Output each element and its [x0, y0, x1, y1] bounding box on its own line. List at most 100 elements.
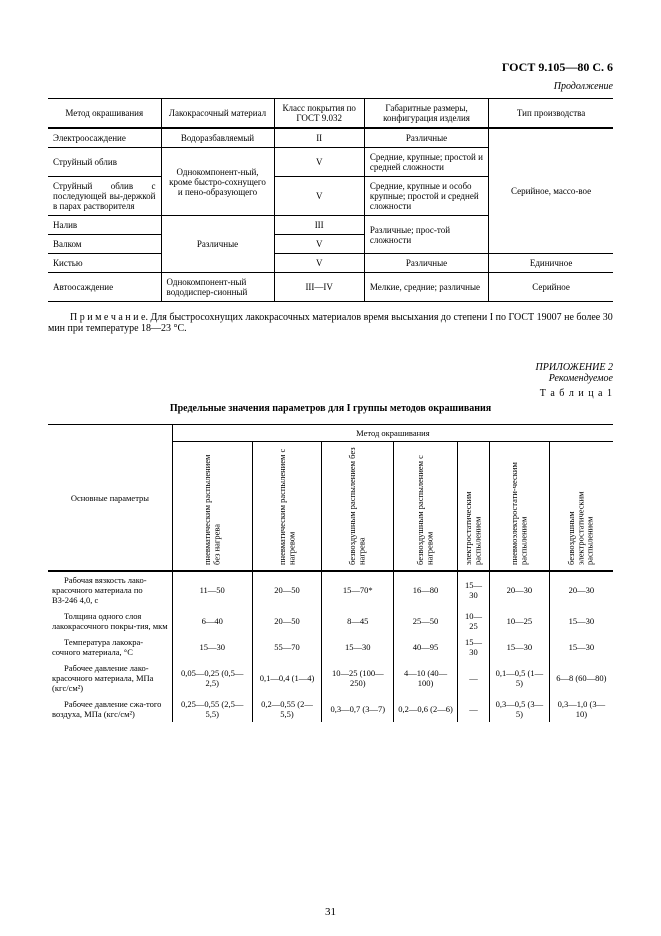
- cell: Различные: [364, 254, 488, 273]
- cell: Однокомпонент-ный вододиспер-сионный: [161, 273, 274, 302]
- value-cell: 20—30: [490, 571, 550, 608]
- cell: III: [274, 216, 364, 235]
- param-cell: Температура лакокра-сочного материала, °…: [48, 634, 172, 660]
- cell: Налив: [48, 216, 161, 235]
- cell: Единичное: [489, 254, 613, 273]
- cell: Различные: [364, 128, 488, 148]
- recommended-label: Рекомендуемое: [48, 373, 613, 384]
- value-cell: 15—30: [457, 571, 489, 608]
- t1-h3: Класс покрытия по ГОСТ 9.032: [274, 99, 364, 129]
- value-cell: 6—40: [172, 608, 252, 634]
- t1-h2: Лакокрасочный материал: [161, 99, 274, 129]
- value-cell: 15—30: [172, 634, 252, 660]
- table-row: Электроосаждение Водоразбавляемый II Раз…: [48, 128, 613, 148]
- value-cell: 15—30: [549, 634, 613, 660]
- doc-header: ГОСТ 9.105—80 С. 6: [48, 60, 613, 75]
- param-cell: Толщина одного слоя лакокрасочного покры…: [48, 608, 172, 634]
- t2-col-4: электростатическим распылением: [457, 442, 489, 572]
- cell: Различные; прос-той сложности: [364, 216, 488, 254]
- value-cell: 16—80: [394, 571, 458, 608]
- table-number: Т а б л и ц а 1: [48, 388, 613, 399]
- value-cell: 0,05—0,25 (0,5—2,5): [172, 660, 252, 696]
- cell: V: [274, 235, 364, 254]
- t2-param-header: Основные параметры: [48, 425, 172, 572]
- cell: Мелкие, средние; различные: [364, 273, 488, 302]
- appendix-label: ПРИЛОЖЕНИЕ 2: [48, 362, 613, 373]
- value-cell: 10—25: [457, 608, 489, 634]
- table-row: Кистью V Различные Единичное: [48, 254, 613, 273]
- t2-col-3: безвоздушным распылением с нагревом: [394, 442, 458, 572]
- cell: Серийное, массо-вое: [489, 128, 613, 254]
- cell: Автоосаждение: [48, 273, 161, 302]
- cell: V: [274, 177, 364, 216]
- table-1: Метод окрашивания Лакокрасочный материал…: [48, 98, 613, 302]
- param-cell: Рабочее давление лако-красочного материа…: [48, 660, 172, 696]
- cell: Струйный облив: [48, 148, 161, 177]
- t2-col-6: безвоздушным электростатическим распылен…: [549, 442, 613, 572]
- value-cell: 20—50: [252, 571, 322, 608]
- table-row: Рабочее давление лако-красочного материа…: [48, 660, 613, 696]
- cell: Серийное: [489, 273, 613, 302]
- value-cell: 4—10 (40—100): [394, 660, 458, 696]
- value-cell: 15—30: [322, 634, 394, 660]
- table-row: Рабочая вязкость лако-красочного материа…: [48, 571, 613, 608]
- value-cell: 0,25—0,55 (2,5—5,5): [172, 696, 252, 722]
- cell: Средние, крупные и особо крупные; просто…: [364, 177, 488, 216]
- value-cell: —: [457, 696, 489, 722]
- cell: Однокомпонент-ный, кроме быстро-сохнущег…: [161, 148, 274, 216]
- table-row: Температура лакокра-сочного материала, °…: [48, 634, 613, 660]
- page-number: 31: [0, 906, 661, 918]
- value-cell: 0,3—0,7 (3—7): [322, 696, 394, 722]
- value-cell: 55—70: [252, 634, 322, 660]
- value-cell: 0,1—0,5 (1—5): [490, 660, 550, 696]
- value-cell: 8—45: [322, 608, 394, 634]
- cell: V: [274, 148, 364, 177]
- value-cell: 10—25: [490, 608, 550, 634]
- t1-h5: Тип производства: [489, 99, 613, 129]
- value-cell: 15—70*: [322, 571, 394, 608]
- t2-col-0: пневматическим распылением без нагрева: [172, 442, 252, 572]
- t1-h1: Метод окрашивания: [48, 99, 161, 129]
- param-cell: Рабочая вязкость лако-красочного материа…: [48, 571, 172, 608]
- table-row: Рабочее давление сжа-того воздуха, МПа (…: [48, 696, 613, 722]
- continuation-label: Продолжение: [48, 81, 613, 92]
- value-cell: 25—50: [394, 608, 458, 634]
- param-cell: Рабочее давление сжа-того воздуха, МПа (…: [48, 696, 172, 722]
- table-row: Автоосаждение Однокомпонент-ный вододисп…: [48, 273, 613, 302]
- t1-h4: Габаритные размеры, конфигурация изделия: [364, 99, 488, 129]
- cell: V: [274, 254, 364, 273]
- cell: Водоразбавляемый: [161, 128, 274, 148]
- cell: Средние, крупные; простой и средней слож…: [364, 148, 488, 177]
- cell: Кистью: [48, 254, 161, 273]
- value-cell: 0,3—0,5 (3—5): [490, 696, 550, 722]
- cell: II: [274, 128, 364, 148]
- cell: III—IV: [274, 273, 364, 302]
- value-cell: 15—30: [490, 634, 550, 660]
- note: П р и м е ч а н и е. Для быстросохнущих …: [48, 312, 613, 334]
- t2-col-1: пневматическим распылением с нагревом: [252, 442, 322, 572]
- cell: Различные: [161, 216, 274, 273]
- table-row: Толщина одного слоя лакокрасочного покры…: [48, 608, 613, 634]
- cell: Валком: [48, 235, 161, 254]
- value-cell: 0,2—0,55 (2—5,5): [252, 696, 322, 722]
- value-cell: 0,2—0,6 (2—6): [394, 696, 458, 722]
- value-cell: 15—30: [457, 634, 489, 660]
- value-cell: —: [457, 660, 489, 696]
- table2-title: Предельные значения параметров для I гру…: [48, 403, 613, 414]
- cell: Струйный облив с последующей вы-держкой …: [48, 177, 161, 216]
- value-cell: 10—25 (100—250): [322, 660, 394, 696]
- table-2: Основные параметры Метод окрашивания пне…: [48, 424, 613, 722]
- cell: Электроосаждение: [48, 128, 161, 148]
- t2-col-2: безвоздушным распылением без нагрева: [322, 442, 394, 572]
- value-cell: 6—8 (60—80): [549, 660, 613, 696]
- value-cell: 40—95: [394, 634, 458, 660]
- value-cell: 15—30: [549, 608, 613, 634]
- t2-col-5: пневмоэлектростати-ческим распылением: [490, 442, 550, 572]
- value-cell: 20—30: [549, 571, 613, 608]
- value-cell: 0,3—1,0 (3—10): [549, 696, 613, 722]
- page: ГОСТ 9.105—80 С. 6 Продолжение Метод окр…: [0, 0, 661, 936]
- value-cell: 11—50: [172, 571, 252, 608]
- value-cell: 0,1—0,4 (1—4): [252, 660, 322, 696]
- value-cell: 20—50: [252, 608, 322, 634]
- t2-group-header: Метод окрашивания: [172, 425, 613, 442]
